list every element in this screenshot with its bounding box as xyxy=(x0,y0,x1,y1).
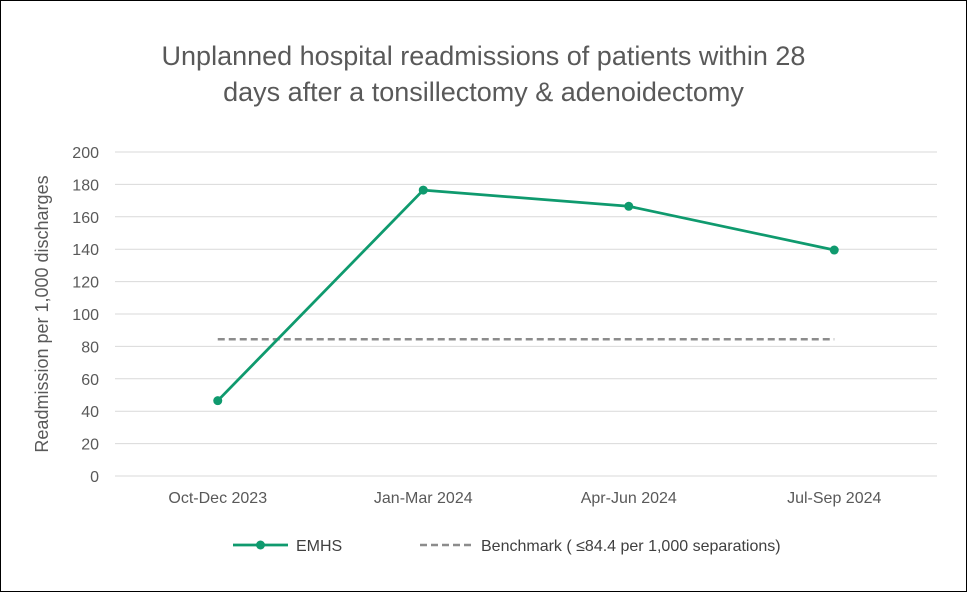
legend: EMHS Benchmark ( ≤84.4 per 1,000 separati… xyxy=(233,538,781,555)
y-tick-label: 120 xyxy=(72,275,99,292)
y-axis-tick-labels: 0 20 40 60 80 100 120 140 160 180 200 xyxy=(72,145,99,486)
series-line-emhs xyxy=(216,188,835,402)
y-tick-label: 140 xyxy=(72,242,99,259)
y-axis-label: Readmission per 1,000 discharges xyxy=(32,175,52,452)
y-tick-label: 0 xyxy=(90,469,99,486)
x-tick-label: Jan-Mar 2024 xyxy=(374,490,473,507)
y-tick-label: 80 xyxy=(81,339,99,356)
y-tick-label: 100 xyxy=(72,307,99,324)
chart-title-line-2: days after a tonsillectomy & adenoidecto… xyxy=(223,77,744,107)
y-tick-label: 20 xyxy=(81,437,99,454)
x-tick-label: Oct-Dec 2023 xyxy=(168,490,267,507)
y-tick-label: 180 xyxy=(72,177,99,194)
y-tick-label: 160 xyxy=(72,210,99,227)
chart-title: Unplanned hospital readmissions of patie… xyxy=(0,38,967,110)
x-tick-label: Jul-Sep 2024 xyxy=(787,490,881,507)
data-point-emhs xyxy=(213,396,223,406)
y-tick-label: 40 xyxy=(81,404,99,421)
legend-label-benchmark: Benchmark ( ≤84.4 per 1,000 separations) xyxy=(481,538,781,555)
series-group xyxy=(213,185,839,406)
chart-title-line-1: Unplanned hospital readmissions of patie… xyxy=(161,41,806,71)
legend-label-emhs: EMHS xyxy=(296,538,342,555)
data-point-emhs xyxy=(624,201,634,211)
data-point-emhs xyxy=(829,245,839,255)
y-tick-label: 60 xyxy=(81,372,99,389)
legend-marker-emhs xyxy=(256,540,265,550)
x-tick-label: Apr-Jun 2024 xyxy=(581,490,677,507)
y-tick-label: 200 xyxy=(72,145,99,162)
data-point-emhs xyxy=(418,185,428,195)
x-axis-tick-labels: Oct-Dec 2023 Jan-Mar 2024 Apr-Jun 2024 Jul-… xyxy=(168,490,881,507)
gridlines xyxy=(115,151,937,477)
